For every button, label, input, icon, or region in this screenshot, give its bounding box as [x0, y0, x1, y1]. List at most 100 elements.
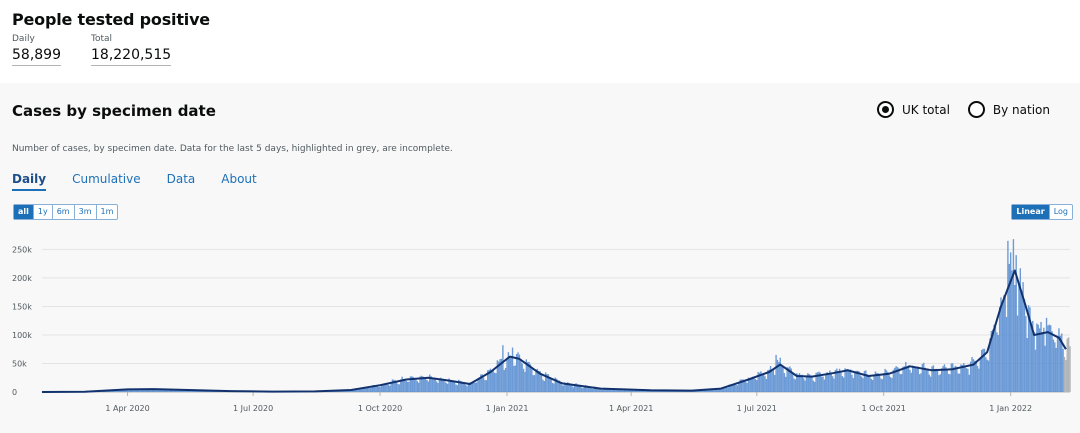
daily-cases-bar: [527, 362, 529, 392]
daily-cases-bar: [1003, 295, 1005, 392]
daily-cases-bar: [980, 349, 983, 392]
tab-data[interactable]: Data: [166, 172, 196, 186]
daily-cases-bar: [402, 378, 405, 392]
daily-cases-bar: [478, 377, 481, 392]
daily-cases-bar: [568, 383, 570, 392]
daily-cases-bar: [542, 379, 544, 392]
radio-unselected-icon[interactable]: [967, 101, 985, 118]
range-3m-button[interactable]: 3m: [73, 205, 96, 219]
daily-cases-bar: [899, 374, 901, 392]
daily-cases-bar: [440, 377, 442, 392]
daily-cases-bar: [406, 381, 409, 392]
daily-cases-bar: [607, 388, 609, 392]
tab-daily[interactable]: Daily: [12, 172, 47, 191]
daily-cases-bar: [471, 382, 474, 392]
daily-cases-bar: [358, 389, 361, 392]
scale-log-button[interactable]: Log: [1048, 205, 1072, 219]
daily-cases-bar: [896, 367, 899, 392]
daily-cases-bar: [809, 375, 812, 392]
daily-cases-bar: [493, 372, 496, 392]
daily-cases-bar: [596, 387, 598, 392]
range-all-button[interactable]: all: [14, 205, 33, 219]
daily-cases-bar: [437, 383, 439, 392]
daily-cases-bar: [1026, 338, 1028, 392]
daily-cases-bar: [605, 388, 608, 392]
daily-cases-bar: [550, 379, 552, 392]
daily-cases-bar: [845, 368, 848, 392]
daily-cases-bar: [801, 374, 803, 392]
chart-description: Number of cases, by specimen date. Data …: [12, 144, 453, 154]
daily-cases-bar: [947, 373, 950, 392]
daily-cases-bar: [968, 374, 970, 392]
daily-cases-bar: [837, 370, 839, 392]
daily-cases-bar: [144, 389, 147, 392]
daily-cases-bar: [750, 378, 752, 392]
daily-cases-bar: [357, 388, 359, 392]
daily-cases-bar: [906, 367, 908, 392]
chart-tabs: Daily Cumulative Data About: [12, 172, 257, 191]
daily-cases-bar: [856, 370, 859, 392]
range-6m-button[interactable]: 6m: [51, 205, 74, 219]
daily-cases-bar: [969, 361, 972, 392]
daily-cases-bar: [996, 332, 998, 392]
daily-cases-bar: [734, 384, 736, 392]
daily-cases-bar: [963, 363, 965, 392]
daily-cases-bar: [434, 377, 436, 392]
daily-value[interactable]: 58,899: [12, 47, 61, 66]
daily-cases-bar: [765, 379, 768, 392]
daily-cases-bar: [376, 386, 378, 392]
daily-cases-bar: [456, 385, 459, 392]
radio-selected-icon[interactable]: [877, 101, 894, 118]
radio-uk-total[interactable]: UK total: [877, 101, 950, 118]
daily-cases-bar: [355, 388, 358, 392]
total-value[interactable]: 18,220,515: [91, 47, 172, 66]
daily-cases-bar: [758, 372, 761, 392]
daily-cases-bar: [562, 385, 565, 392]
scale-linear-button[interactable]: Linear: [1012, 205, 1049, 219]
daily-cases-bar: [961, 364, 964, 392]
daily-cases-bar: [572, 387, 574, 392]
daily-cases-bar: [1033, 331, 1035, 392]
daily-cases-bar: [990, 331, 993, 392]
daily-cases-bar: [1058, 328, 1060, 392]
time-range-selector: all 1y 6m 3m 1m: [13, 204, 119, 220]
daily-cases-bar: [997, 335, 999, 392]
scale-selector: Linear Log: [1011, 204, 1073, 220]
daily-cases-bar: [852, 378, 855, 392]
daily-cases-bar: [831, 376, 834, 392]
daily-cases-bar: [582, 388, 584, 392]
daily-cases-bar: [520, 360, 522, 392]
daily-cases-bar: [751, 376, 754, 392]
daily-cases-bar: [518, 354, 521, 392]
daily-cases-bar: [353, 389, 355, 392]
daily-cases-bar: [812, 380, 815, 392]
daily-cases-bar: [535, 369, 537, 392]
daily-cases-bar: [710, 388, 712, 392]
daily-cases-bar: [866, 374, 868, 392]
daily-cases-bar: [946, 370, 948, 392]
daily-cases-bar: [902, 366, 904, 392]
daily-cases-bar: [608, 388, 610, 392]
daily-cases-bar: [982, 348, 984, 392]
cases-chart[interactable]: 250k 200k 150k 100k 50k 0 1 Apr 2020 1 Jul 2020…: [0, 228, 1080, 433]
daily-cases-bar: [575, 383, 577, 392]
daily-cases-bar: [862, 378, 864, 392]
tab-cumulative[interactable]: Cumulative: [72, 172, 141, 186]
range-1y-button[interactable]: 1y: [32, 205, 52, 219]
range-1m-button[interactable]: 1m: [95, 205, 118, 219]
daily-cases-bar: [495, 373, 497, 392]
daily-cases-bar: [616, 388, 619, 392]
daily-cases-bar: [979, 358, 981, 392]
daily-cases-bar: [916, 366, 918, 392]
y-tick-label: 200k: [12, 274, 32, 283]
tab-about[interactable]: About: [221, 172, 257, 186]
daily-cases-bar: [362, 387, 365, 392]
daily-cases-bar: [584, 385, 587, 392]
daily-cases-bar: [597, 387, 599, 392]
daily-cases-bar: [604, 387, 606, 392]
daily-cases-bar: [612, 388, 614, 392]
daily-cases-bar: [992, 329, 994, 392]
daily-cases-bar: [1052, 339, 1055, 392]
daily-cases-bar: [822, 376, 824, 392]
radio-by-nation[interactable]: By nation: [967, 101, 1050, 118]
